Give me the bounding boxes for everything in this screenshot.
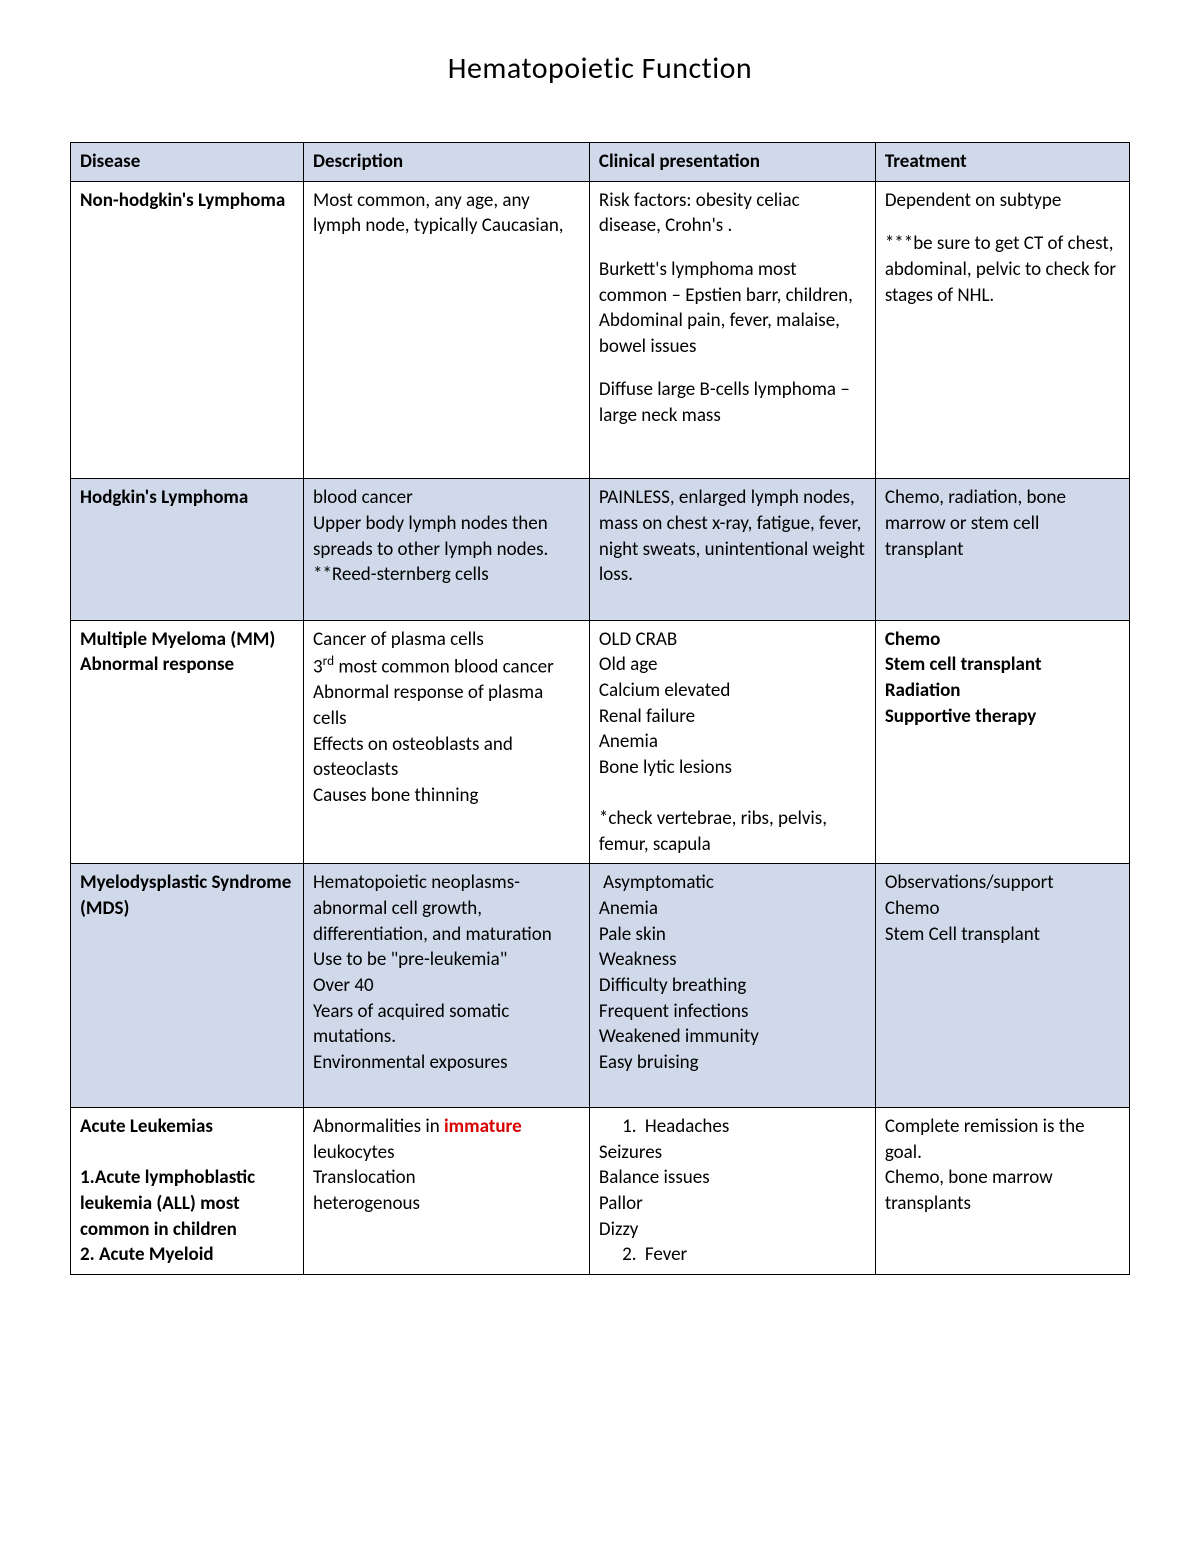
cell-description: Abnormalities in immature leukocytesTran…	[303, 1108, 589, 1275]
col-header-2: Clinical presentation	[589, 143, 875, 182]
table-row: Acute Leukemias1.Acute lymphoblastic leu…	[71, 1108, 1130, 1275]
col-header-1: Description	[303, 143, 589, 182]
cell-description: blood cancerUpper body lymph nodes then …	[303, 479, 589, 620]
cell-disease: Hodgkin's Lymphoma	[71, 479, 304, 620]
cell-clinical: HeadachesSeizuresBalance issuesPallorDiz…	[589, 1108, 875, 1275]
table-row: Multiple Myeloma (MM)Abnormal responseCa…	[71, 620, 1130, 864]
cell-clinical: Risk factors: obesity celiac disease, Cr…	[589, 181, 875, 479]
cell-treatment: Chemo, radiation, bone marrow or stem ce…	[875, 479, 1129, 620]
cell-disease: Acute Leukemias1.Acute lymphoblastic leu…	[71, 1108, 304, 1275]
page-title: Hematopoietic Function	[70, 50, 1130, 87]
table-body: Non-hodgkin's LymphomaMost common, any a…	[71, 181, 1130, 1274]
cell-description: Cancer of plasma cells3rd most common bl…	[303, 620, 589, 864]
cell-treatment: Dependent on subtype***be sure to get CT…	[875, 181, 1129, 479]
cell-disease: Non-hodgkin's Lymphoma	[71, 181, 304, 479]
cell-treatment: Complete remission is the goal.Chemo, bo…	[875, 1108, 1129, 1275]
table-row: Non-hodgkin's LymphomaMost common, any a…	[71, 181, 1130, 479]
cell-description: Most common, any age, any lymph node, ty…	[303, 181, 589, 479]
cell-treatment: ChemoStem cell transplantRadiationSuppor…	[875, 620, 1129, 864]
table-row: Hodgkin's Lymphomablood cancerUpper body…	[71, 479, 1130, 620]
cell-clinical: AsymptomaticAnemiaPale skinWeaknessDiffi…	[589, 864, 875, 1108]
cell-clinical: OLD CRABOld ageCalcium elevatedRenal fai…	[589, 620, 875, 864]
cell-disease: Multiple Myeloma (MM)Abnormal response	[71, 620, 304, 864]
hematopoietic-table: DiseaseDescriptionClinical presentationT…	[70, 142, 1130, 1275]
cell-description: Hematopoietic neoplasms- abnormal cell g…	[303, 864, 589, 1108]
col-header-0: Disease	[71, 143, 304, 182]
cell-clinical: PAINLESS, enlarged lymph nodes, mass on …	[589, 479, 875, 620]
document-page: Hematopoietic Function DiseaseDescriptio…	[0, 0, 1200, 1553]
cell-disease: Myelodysplastic Syndrome (MDS)	[71, 864, 304, 1108]
cell-treatment: Observations/supportChemoStem Cell trans…	[875, 864, 1129, 1108]
table-header-row: DiseaseDescriptionClinical presentationT…	[71, 143, 1130, 182]
table-row: Myelodysplastic Syndrome (MDS)Hematopoie…	[71, 864, 1130, 1108]
col-header-3: Treatment	[875, 143, 1129, 182]
